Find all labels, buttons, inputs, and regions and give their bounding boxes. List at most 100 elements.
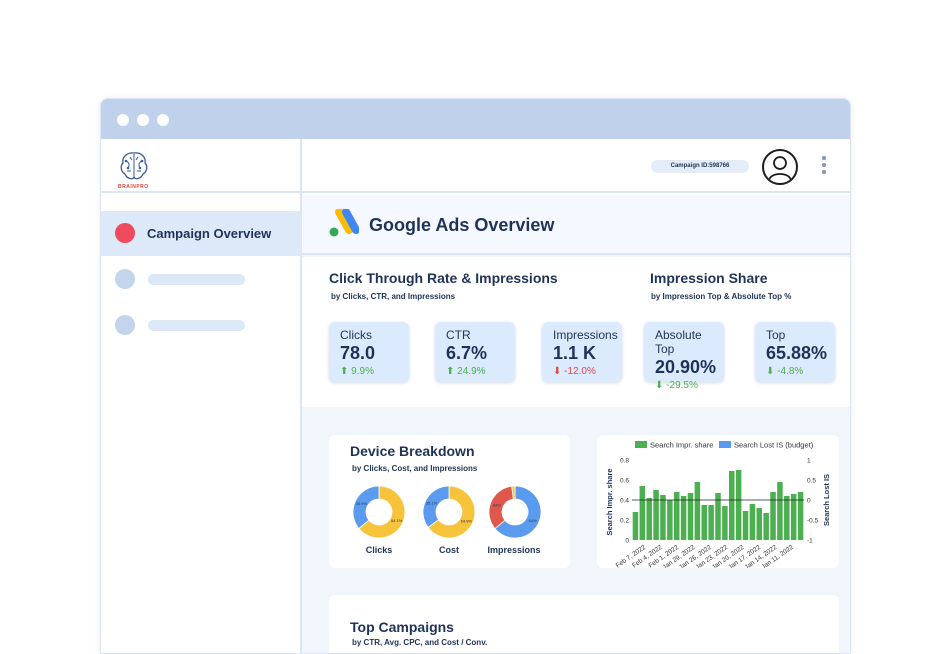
bar-impr-share bbox=[673, 492, 680, 540]
y2-axis-title: Search Lost IS bbox=[822, 474, 831, 526]
donut-slice bbox=[494, 485, 542, 539]
device-donut-charts: 64.1% 35.9% 64.9% 35.1% 64% 34% bbox=[352, 485, 542, 539]
top-bar: Campaign ID:598766 bbox=[302, 139, 850, 193]
app-window: BRAINPRO Campaign Overview Campaign ID:5… bbox=[100, 98, 851, 654]
bar-impr-share bbox=[790, 494, 797, 540]
kpi-delta: ⬇ -4.8% bbox=[766, 366, 804, 377]
kpi-label: CTR bbox=[446, 328, 471, 342]
y-tick-label: 0.6 bbox=[620, 478, 629, 485]
more-menu-icon[interactable] bbox=[820, 156, 828, 176]
legend-label-impr-share: Search Impr. share bbox=[650, 441, 713, 450]
donut-slice bbox=[511, 485, 516, 500]
y-axis-title: Search Impr. share bbox=[605, 468, 614, 535]
bar-impr-share bbox=[735, 470, 742, 540]
kpi-value: 6.7% bbox=[446, 343, 488, 363]
top-campaigns-card: Top Campaigns by CTR, Avg. CPC, and Cost… bbox=[329, 595, 839, 653]
device-section-title: Device Breakdown bbox=[350, 443, 475, 459]
arrow-up-icon: ⬆ bbox=[446, 366, 455, 377]
page-title: Google Ads Overview bbox=[369, 215, 555, 235]
bar-impr-share bbox=[722, 506, 728, 540]
donut-slice-label: 64.1% bbox=[391, 518, 403, 523]
bar-impr-share bbox=[770, 492, 776, 540]
sidebar-item-campaign-overview[interactable]: Campaign Overview bbox=[101, 211, 301, 256]
window-dot-3[interactable] bbox=[157, 114, 169, 126]
device-section-subtitle: by Clicks, Cost, and Impressions bbox=[352, 464, 478, 473]
window-dot-2[interactable] bbox=[137, 114, 149, 126]
sidebar-item-placeholder-1[interactable] bbox=[115, 269, 265, 289]
campaigns-section-subtitle: by CTR, Avg. CPC, and Cost / Conv. bbox=[352, 638, 488, 647]
donut-slice bbox=[422, 485, 450, 528]
donut-slice bbox=[358, 485, 406, 539]
kpi-band: Click Through Rate & Impressions by Clic… bbox=[302, 257, 850, 407]
bar-impr-share bbox=[784, 496, 790, 540]
kpi-card-absolute-top: Absolute Top 20.90% ⬇ -29.5% bbox=[644, 322, 724, 391]
campaigns-section-title: Top Campaigns bbox=[350, 619, 454, 635]
ctr-section-title: Click Through Rate & Impressions bbox=[329, 270, 558, 286]
bar-impr-share bbox=[749, 504, 756, 540]
bar-impr-share bbox=[701, 505, 707, 540]
bar-impr-share bbox=[708, 505, 714, 540]
kpi-label: Clicks bbox=[340, 328, 372, 342]
donut-label-cost: Cost bbox=[439, 545, 459, 555]
bar-impr-share bbox=[632, 512, 639, 540]
bar-impr-share bbox=[797, 492, 804, 540]
y-tick-label: 0.8 bbox=[620, 458, 629, 465]
bar-impr-share bbox=[653, 490, 659, 540]
window-dot-1[interactable] bbox=[117, 114, 129, 126]
bar-impr-share bbox=[777, 482, 783, 540]
logo-text: BRAINPRO bbox=[118, 184, 149, 190]
kpi-card-ctr: CTR 6.7% ⬆ 24.9% bbox=[435, 322, 515, 382]
donut-label-clicks: Clicks bbox=[365, 545, 393, 555]
sidebar-item-label-placeholder bbox=[148, 274, 245, 285]
kpi-card-clicks: Clicks 78.0 ⬆ 9.9% bbox=[329, 322, 409, 382]
bar-impr-share bbox=[729, 471, 735, 540]
kpi-value: 20.90% bbox=[655, 357, 717, 377]
donut-slice-label: 35.1% bbox=[426, 501, 438, 506]
kpi-delta: ⬆ 24.9% bbox=[446, 366, 486, 377]
kpi-delta: ⬇ -12.0% bbox=[553, 366, 596, 377]
kpi-label: Absolute Top bbox=[655, 328, 702, 356]
nav-bullet-icon bbox=[115, 315, 135, 335]
brain-logo-icon bbox=[120, 152, 148, 180]
donut-slice-label: 35.9% bbox=[356, 501, 368, 506]
y2-tick-label: -0.5 bbox=[807, 518, 819, 525]
bar-impr-share bbox=[646, 498, 652, 540]
arrow-down-icon: ⬇ bbox=[655, 380, 664, 391]
kpi-label: Top bbox=[766, 328, 786, 342]
sidebar: BRAINPRO Campaign Overview bbox=[101, 139, 302, 653]
avatar[interactable] bbox=[762, 149, 798, 185]
device-breakdown-card: Device Breakdown by Clicks, Cost, and Im… bbox=[329, 435, 570, 568]
y2-tick-label: 0 bbox=[807, 498, 811, 505]
kpi-delta: ⬆ 9.9% bbox=[340, 366, 374, 377]
share-section-subtitle: by Impression Top & Absolute Top % bbox=[651, 292, 792, 301]
arrow-down-icon: ⬇ bbox=[766, 366, 775, 377]
donut-slice-label: 64.9% bbox=[461, 518, 473, 523]
bar-impr-share bbox=[660, 495, 666, 540]
logo-area: BRAINPRO bbox=[101, 139, 301, 193]
arrow-up-icon: ⬆ bbox=[340, 366, 349, 377]
overview-header: Google Ads Overview bbox=[302, 195, 850, 255]
sidebar-item-label-placeholder bbox=[148, 320, 245, 331]
kpi-value: 1.1 K bbox=[553, 343, 597, 363]
donut-label-impressions: Impressions bbox=[487, 545, 541, 555]
sidebar-item-placeholder-2[interactable] bbox=[115, 315, 265, 335]
y-tick-label: 0.2 bbox=[620, 518, 629, 525]
sidebar-item-label: Campaign Overview bbox=[147, 226, 272, 241]
kpi-delta: ⬇ -29.5% bbox=[655, 380, 698, 391]
impression-share-chart-card: Search Impr. share Search Lost IS (budget… bbox=[597, 435, 839, 572]
share-section-title: Impression Share bbox=[650, 270, 768, 286]
legend-label-lost-is: Search Lost IS (budget) bbox=[734, 441, 814, 450]
window-titlebar bbox=[101, 99, 850, 139]
impression-share-chart: Search Impr. share Search Lost IS (budget… bbox=[605, 441, 831, 572]
user-icon bbox=[768, 156, 792, 181]
main-content: Google Ads Overview Click Through Rate &… bbox=[302, 195, 850, 653]
kpi-label: Impressions bbox=[553, 328, 618, 342]
y2-tick-label: -1 bbox=[807, 538, 813, 545]
ctr-section-subtitle: by Clicks, CTR, and Impressions bbox=[331, 292, 456, 301]
bar-impr-share bbox=[667, 500, 673, 540]
y-tick-label: 0.4 bbox=[620, 498, 629, 505]
donut-slice-label: 64% bbox=[529, 518, 537, 523]
donut-slice bbox=[427, 485, 476, 539]
y2-tick-label: 1 bbox=[807, 458, 811, 465]
arrow-down-icon: ⬇ bbox=[553, 366, 562, 377]
